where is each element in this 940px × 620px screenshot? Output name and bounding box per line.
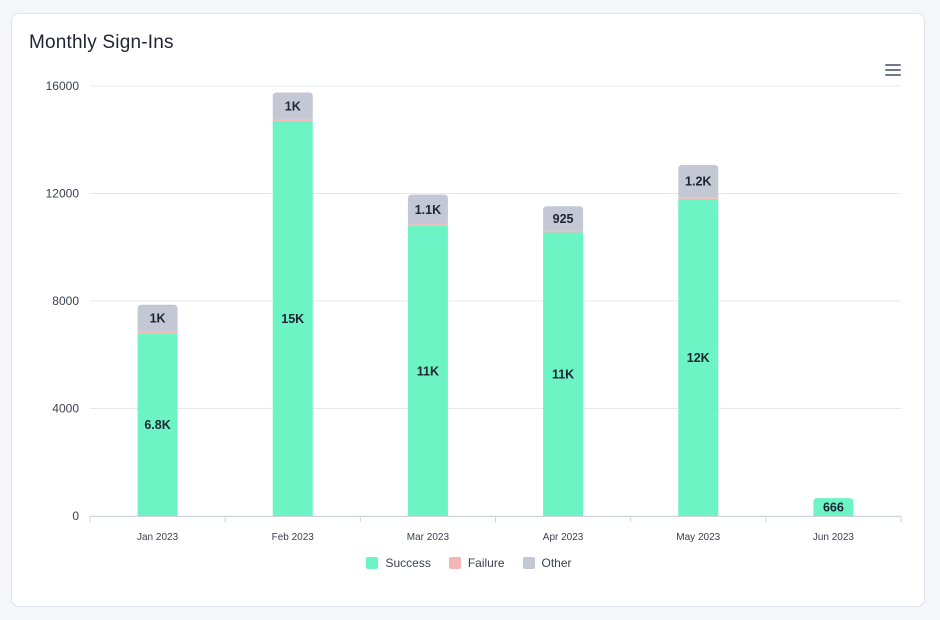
- chart-title: Monthly Sign-Ins: [29, 32, 174, 53]
- y-tick-label: 12000: [46, 187, 80, 201]
- legend-swatch-failure: [448, 557, 461, 569]
- data-label: 1.1K: [415, 203, 441, 217]
- legend-label-success: Success: [385, 556, 431, 570]
- bar-segment-failure: [678, 197, 719, 199]
- y-tick-label: 8000: [52, 294, 79, 308]
- bar-segment-failure: [272, 119, 313, 121]
- bar-segment-other: [678, 165, 719, 198]
- x-tick-label: Feb 2023: [272, 532, 315, 543]
- data-label: 1K: [150, 312, 166, 326]
- bar-segment-other: [543, 206, 584, 232]
- bar-segment-success: [543, 232, 584, 516]
- x-tick-label: Jun 2023: [813, 532, 855, 543]
- chart-plot: 0 4000 8000 12000 16000 6.8K 1K Jan 2023 15K 1K Fe…: [46, 79, 902, 543]
- data-label: 6.8K: [144, 418, 170, 432]
- bar-segment-success: [678, 198, 719, 516]
- legend-item-failure[interactable]: Failure: [448, 556, 505, 570]
- bar-segment-success: [813, 498, 854, 516]
- hamburger-menu-icon[interactable]: [885, 64, 901, 76]
- bar-segment-failure: [543, 231, 584, 233]
- bar-segment-failure: [407, 224, 448, 226]
- legend-swatch-other: [522, 557, 535, 569]
- legend-swatch-success: [366, 557, 379, 569]
- legend-item-success[interactable]: Success: [366, 556, 431, 570]
- legend-label-other: Other: [541, 556, 572, 570]
- x-tick-label: May 2023: [676, 532, 720, 543]
- chart-legend: Success Failure Other: [12, 556, 926, 570]
- bar-segment-other: [272, 92, 313, 120]
- data-label: 15K: [281, 312, 304, 326]
- data-label: 11K: [552, 368, 574, 382]
- legend-item-other[interactable]: Other: [522, 556, 572, 570]
- data-label: 12K: [687, 351, 710, 365]
- legend-label-failure: Failure: [467, 556, 505, 570]
- data-label: 666: [823, 501, 844, 515]
- bar-segment-other: [137, 304, 178, 332]
- y-tick-label: 0: [72, 509, 79, 523]
- data-label: 11K: [417, 364, 439, 378]
- bar-segment-success: [272, 120, 313, 516]
- bar-segment-failure: [137, 331, 178, 334]
- bar-segment-success: [407, 225, 448, 516]
- x-tick-label: Mar 2023: [407, 532, 450, 543]
- data-label: 1.2K: [685, 175, 711, 189]
- x-tick-label: Apr 2023: [543, 532, 584, 543]
- x-tick-label: Jan 2023: [137, 532, 179, 543]
- y-tick-label: 16000: [46, 79, 80, 93]
- bar-segment-other: [407, 194, 448, 225]
- bar-segment-success: [137, 333, 178, 516]
- data-label: 1K: [285, 99, 301, 113]
- y-tick-label: 4000: [52, 402, 79, 416]
- chart-card: Monthly Sign-Ins 0 4000 8000 12000 16000 6.8K…: [11, 13, 925, 607]
- data-label: 925: [553, 212, 574, 226]
